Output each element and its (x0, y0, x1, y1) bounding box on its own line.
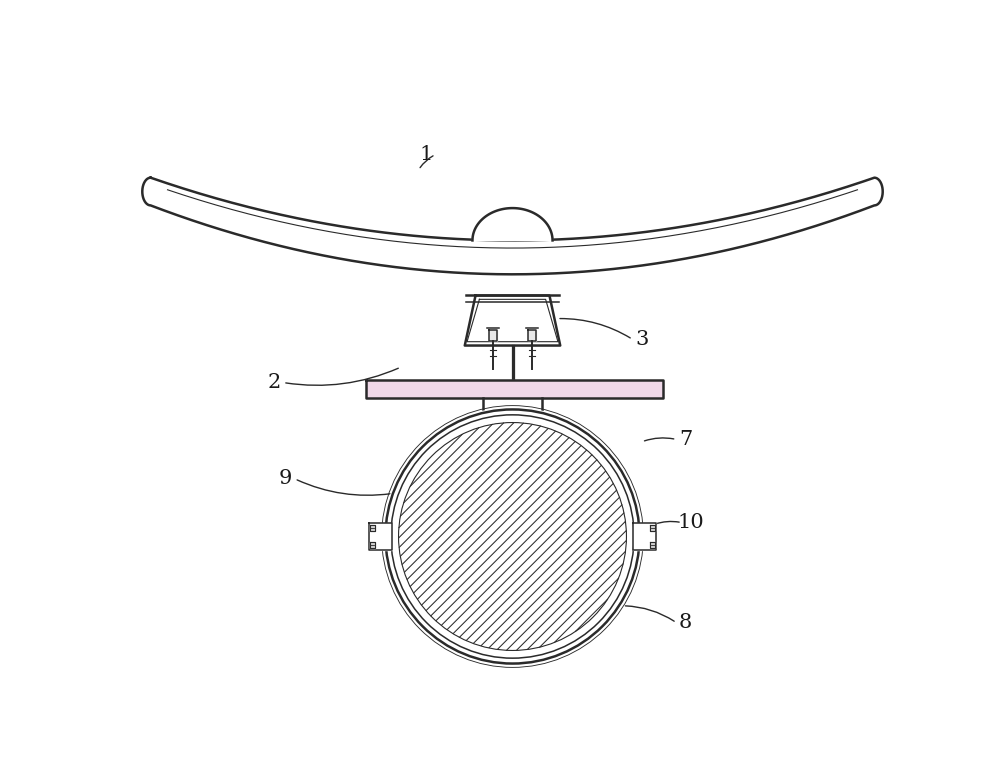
Polygon shape (528, 330, 536, 341)
Text: 7: 7 (679, 430, 692, 449)
Polygon shape (650, 542, 655, 548)
Text: 8: 8 (679, 613, 692, 632)
Polygon shape (369, 523, 392, 549)
Polygon shape (142, 178, 883, 274)
Text: 3: 3 (635, 330, 649, 349)
Polygon shape (370, 525, 375, 531)
Polygon shape (472, 208, 553, 241)
Polygon shape (650, 525, 655, 531)
Circle shape (383, 407, 642, 666)
Polygon shape (366, 380, 663, 398)
Polygon shape (465, 296, 560, 345)
Polygon shape (489, 330, 497, 341)
Text: 2: 2 (267, 373, 280, 392)
Polygon shape (633, 523, 656, 549)
Text: 9: 9 (279, 469, 292, 488)
Text: 10: 10 (678, 513, 705, 532)
Polygon shape (370, 542, 375, 548)
Text: 1: 1 (420, 145, 433, 164)
